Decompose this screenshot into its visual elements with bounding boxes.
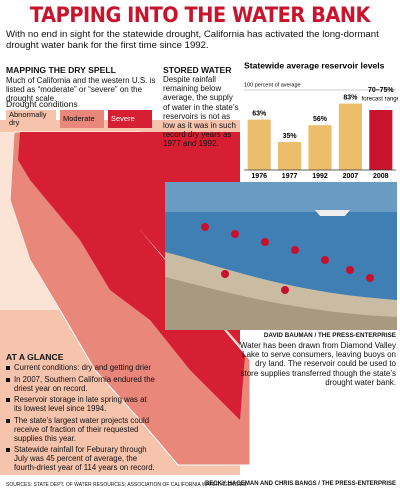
severe-region [18,132,245,420]
x-tick-label: 1992 [312,173,328,180]
ocean [0,132,60,310]
credits: BECKY HAGEMAN AND CHRIS BANGS / THE PRES… [204,481,396,487]
value-label: 56% [313,116,328,123]
title: TAPPING INTO THE WATER BANK [29,3,371,27]
stored-heading: STORED WATER [163,65,232,75]
legend-item: Moderate [60,110,104,128]
legend: Abnormally dry Moderate Severe [6,110,152,128]
glance-item: The state’s largest water projects could… [6,416,156,443]
map-text: Much of California and the western U.S. … [6,76,156,104]
y-tick-label: 100 percent of average [244,82,301,88]
sources: SOURCES: STATE DEPT. OF WATER RESOURCES;… [6,482,247,488]
bar [278,142,302,170]
photo-credit: DAVID BAUMAN / THE PRESS-ENTERPRISE [263,332,396,339]
subtitle: With no end in sight for the statewide d… [6,29,379,51]
bar-chart: Statewide average reservoir levels 100 p… [244,62,398,180]
bar [369,110,393,170]
bar [247,119,271,170]
legend-item: Abnormally dry [6,110,56,128]
bar [308,125,332,170]
value-label: 70–75% [368,87,394,94]
chart-title: Statewide average reservoir levels [244,62,385,70]
glance-item: In 2007, Southern California endured the… [6,375,156,394]
x-tick-label: 1977 [282,173,298,180]
photo-caption: Water has been drawn from Diamond Valley… [239,341,396,387]
glance-list: Current conditions: dry and getting drie… [6,363,156,476]
legend-title: Drought conditions [6,99,78,109]
x-tick-label: 2007 [343,173,359,180]
map-heading: MAPPING THE DRY SPELL [6,65,116,75]
photo [165,182,397,330]
value-label: 35% [283,133,298,140]
glance-heading: AT A GLANCE [6,352,64,362]
glance-item: Current conditions: dry and getting drie… [6,363,156,373]
value-label: 63% [252,110,267,117]
glance-item: Statewide rainfall for Feburary through … [6,445,156,472]
value-label: 83% [343,94,358,101]
x-tick-label: 1976 [251,173,267,180]
x-tick-label: 2008 [373,173,389,180]
bar [338,103,362,170]
legend-item: Severe [108,110,152,128]
glance-item: Reservoir storage in late spring was at … [6,396,156,414]
stored-text: Despite rainfall remaining below average… [163,75,239,149]
annotation: forecast range [362,97,398,103]
